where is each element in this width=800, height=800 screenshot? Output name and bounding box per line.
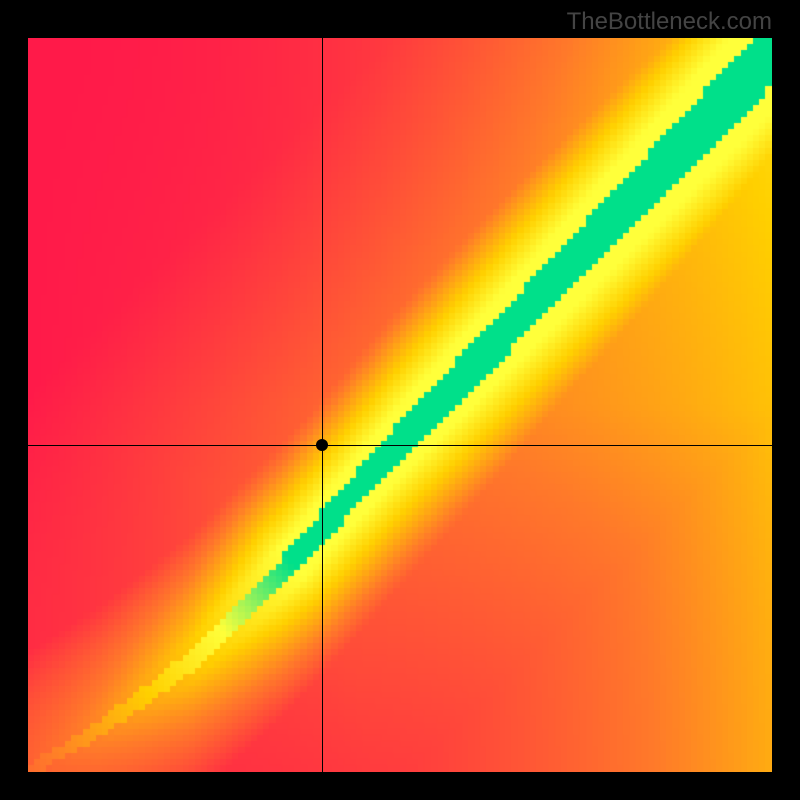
crosshair-horizontal	[28, 445, 772, 446]
crosshair-vertical	[322, 38, 323, 772]
watermark-text: TheBottleneck.com	[567, 8, 772, 36]
bottleneck-heatmap	[28, 38, 772, 772]
selected-point-marker	[316, 439, 328, 451]
heatmap-canvas	[28, 38, 772, 772]
